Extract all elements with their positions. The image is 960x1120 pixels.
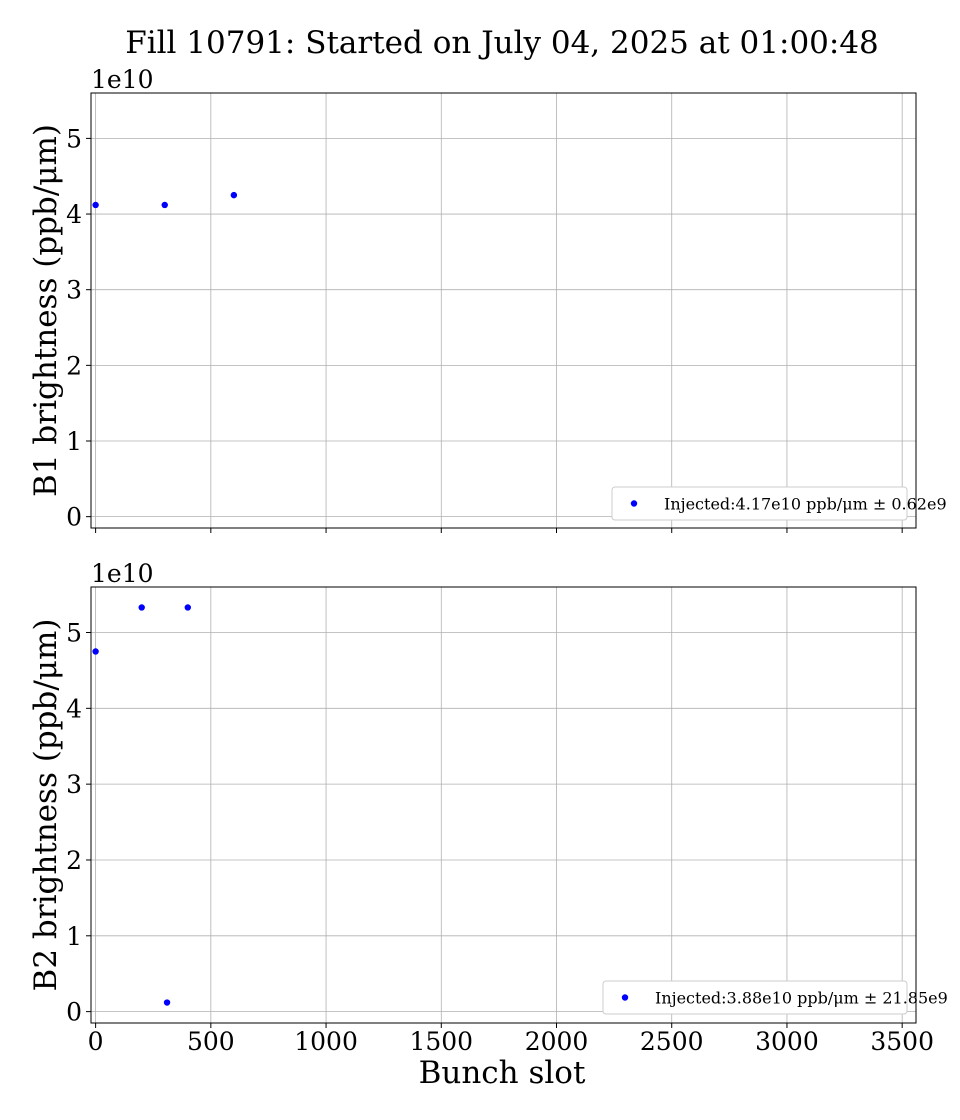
y-tick-label: 0 [66, 503, 82, 532]
x-tick-label: 2000 [525, 1027, 589, 1056]
data-point [230, 191, 238, 199]
legend-marker [630, 500, 638, 507]
x-tick-label: 1000 [294, 1027, 358, 1056]
y-tick-label: 1 [66, 427, 82, 456]
x-tick-label: 1500 [409, 1027, 473, 1056]
panel-1: 0 1 2 3 4 5 1e10 B1 brightness (ppb/μm) Injected… [28, 65, 947, 533]
y-offset-text: 1e10 [91, 65, 154, 94]
panels: 0 1 2 3 4 5 1e10 B1 brightness (ppb/μm) Injected… [28, 65, 948, 1056]
legend-label: Injected:3.88e10 ppb/μm ± 21.85e9 [655, 989, 948, 1008]
x-tick-label: 0 [88, 1027, 104, 1056]
data-point [92, 648, 99, 655]
x-tick-label: 3500 [870, 1027, 934, 1056]
chart-title: Fill 10791: Started on July 04, 2025 at … [125, 25, 879, 61]
y-tick-label: 4 [66, 694, 82, 723]
x-tick-label: 2500 [640, 1027, 704, 1056]
y-tick-label: 5 [66, 124, 82, 153]
y-axis-label: B2 brightness (ppb/μm) [28, 619, 64, 992]
legend-box [602, 980, 908, 1015]
panel-2: 0 500 1000 1500 2000 2500 3000 3500 0 1 2 3 4 5 1e10 B2… [28, 559, 948, 1056]
y-tick-label: 3 [66, 770, 82, 799]
x-tick-label: 500 [187, 1027, 235, 1056]
y-tick-label: 4 [66, 200, 82, 229]
legend-box [611, 486, 908, 521]
y-tick-label: 5 [66, 618, 82, 647]
legend-label: Injected:4.17e10 ppb/μm ± 0.62e9 [664, 495, 947, 514]
legend: Injected:3.88e10 ppb/μm ± 21.85e9 [602, 980, 948, 1015]
data-point [163, 999, 171, 1006]
legend-marker [621, 994, 629, 1001]
y-tick-label: 2 [66, 351, 82, 380]
y-offset-text: 1e10 [91, 559, 154, 588]
plot-frame [90, 92, 917, 529]
y-tick-label: 0 [66, 998, 82, 1027]
data-point [92, 201, 99, 209]
data-point [138, 604, 145, 611]
y-tick-label: 1 [66, 922, 82, 951]
plot-frame [90, 586, 917, 1024]
y-axis-label: B1 brightness (ppb/μm) [28, 124, 64, 497]
x-tick-label: 3000 [755, 1027, 819, 1056]
x-axis-label: Bunch slot [419, 1055, 586, 1091]
data-point [184, 604, 191, 611]
legend: Injected:4.17e10 ppb/μm ± 0.62e9 [611, 486, 947, 521]
y-tick-label: 2 [66, 846, 82, 875]
y-tick-label: 3 [66, 276, 82, 305]
data-point [161, 201, 168, 209]
